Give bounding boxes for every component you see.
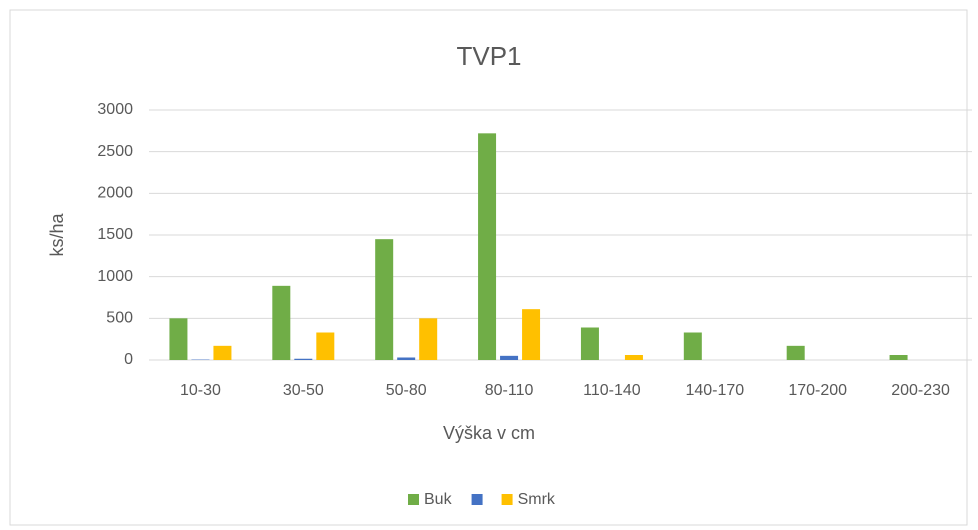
x-tick-label: 80-110 [485,382,534,399]
y-tick-label: 1500 [97,226,133,243]
x-tick-label: 110-140 [583,382,641,399]
y-tick-label: 500 [106,310,133,327]
y-tick-label: 3000 [97,101,133,118]
y-tick-label: 2500 [97,143,133,160]
bar [478,133,497,360]
legend-swatch [501,494,513,505]
bar [683,332,702,360]
bar [169,318,188,360]
bar [375,239,394,360]
bar [500,355,519,360]
y-tick-label: 1000 [97,268,133,285]
x-tick-label: 140-170 [685,382,744,399]
x-tick-label: 50-80 [386,382,427,399]
bar [294,358,313,360]
bar [213,345,232,360]
x-tick-label: 10-30 [180,382,221,399]
bar [397,357,416,360]
bar [786,345,805,360]
y-tick-label: 2000 [97,185,133,202]
bar [522,309,541,360]
bar [889,355,908,360]
x-tick-label: 170-200 [788,382,847,399]
bar [624,355,643,360]
legend-swatch [471,494,483,505]
legend-label: Buk [424,491,453,508]
y-axis-label: ks/ha [47,213,67,257]
y-tick-label: 0 [124,351,133,368]
legend-label: Smrk [518,491,556,508]
x-tick-label: 200-230 [891,382,950,399]
x-tick-label: 30-50 [283,382,324,399]
x-axis-label: Výška v cm [443,423,535,443]
legend-swatch [408,494,419,505]
chart-title: TVP1 [456,41,521,71]
bar [419,318,438,360]
bar [580,327,599,360]
bar [272,285,291,360]
bar [316,332,335,360]
